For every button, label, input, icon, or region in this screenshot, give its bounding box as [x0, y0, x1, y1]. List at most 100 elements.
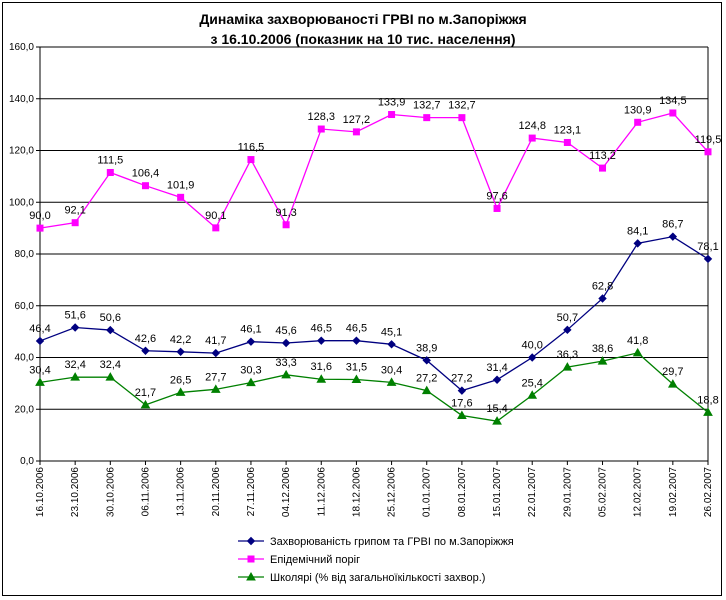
- x-tick-label: 20.11.2006: [211, 467, 222, 517]
- data-point: [527, 390, 538, 399]
- data-label: 46,1: [240, 324, 261, 336]
- data-point: [562, 362, 573, 371]
- data-point: [668, 232, 678, 241]
- data-label: 31,6: [311, 361, 332, 373]
- data-point: [71, 219, 79, 227]
- y-tick-label: 140,0: [9, 94, 34, 105]
- chart-subtitle: з 16.10.2006 (показник на 10 тис. населе…: [210, 31, 515, 47]
- data-point: [704, 148, 712, 156]
- x-tick-label: 04.12.2006: [281, 467, 292, 517]
- data-label: 45,1: [381, 326, 402, 338]
- legend-entry: Захворюваність грипом та ГРВІ по м.Запор…: [270, 536, 514, 548]
- data-point: [423, 114, 431, 122]
- data-point: [70, 372, 81, 381]
- data-point: [634, 118, 642, 126]
- x-tick-label: 19.02.2007: [668, 467, 679, 517]
- data-point: [317, 336, 326, 345]
- data-point: [246, 377, 256, 387]
- x-tick-label: 15.01.2007: [492, 467, 503, 517]
- series-line: [39, 112, 709, 229]
- data-point: [246, 337, 256, 346]
- grid: [40, 46, 708, 462]
- y-tick-label: 80,0: [15, 249, 35, 260]
- data-label: 130,9: [624, 104, 652, 116]
- data-label: 32,4: [100, 359, 121, 371]
- data-point: [70, 323, 80, 332]
- data-point: [176, 347, 185, 357]
- data-point: [246, 536, 256, 546]
- data-point: [599, 164, 607, 172]
- data-point: [141, 182, 149, 190]
- data-point: [632, 347, 643, 357]
- data-label: 101,9: [167, 179, 195, 191]
- data-point: [388, 111, 396, 119]
- data-label: 133,9: [378, 97, 406, 109]
- data-label: 97,6: [486, 190, 507, 202]
- data-point: [140, 399, 151, 409]
- data-point: [352, 336, 361, 345]
- data-label: 31,4: [486, 362, 507, 374]
- data-label: 46,5: [311, 323, 332, 335]
- data-label: 38,6: [592, 343, 613, 355]
- x-tick-label: 26.02.2007: [703, 467, 714, 517]
- data-label: 18,8: [697, 394, 718, 406]
- data-label: 90,0: [29, 210, 50, 222]
- data-label: 92,1: [64, 205, 85, 217]
- x-tick-label: 13.11.2006: [176, 467, 187, 517]
- data-point: [492, 416, 502, 425]
- y-tick-label: 40,0: [15, 353, 35, 364]
- data-label: 32,4: [64, 359, 85, 371]
- data-point: [563, 138, 571, 146]
- x-tick-label: 29.01.2007: [562, 467, 573, 517]
- data-label: 46,5: [346, 323, 367, 335]
- data-point: [458, 114, 466, 122]
- data-point: [387, 340, 396, 349]
- data-label: 119,5: [695, 134, 722, 146]
- chart-title: Динаміка захворюваності ГРВІ по м.Запорі…: [199, 11, 526, 27]
- data-point: [493, 204, 501, 212]
- data-label: 50,6: [100, 312, 121, 324]
- data-point: [106, 168, 114, 176]
- series-2: [35, 347, 713, 425]
- y-tick-label: 120,0: [9, 146, 34, 157]
- data-label: 25,4: [521, 377, 542, 389]
- data-point: [35, 377, 45, 386]
- data-point: [492, 375, 502, 384]
- data-label: 42,2: [170, 334, 191, 346]
- data-label: 30,3: [240, 365, 261, 377]
- legend-entry: Епідемічний поріг: [270, 554, 360, 566]
- data-label: 91,3: [275, 207, 296, 219]
- data-point: [105, 372, 116, 381]
- x-tick-label: 23.10.2006: [70, 467, 81, 517]
- data-point: [633, 239, 642, 248]
- data-label: 36,3: [557, 349, 578, 361]
- data-label: 15,4: [486, 403, 507, 415]
- data-label: 27,2: [416, 373, 437, 385]
- x-tick-label: 06.11.2006: [140, 467, 151, 517]
- data-label: 128,3: [307, 111, 335, 123]
- data-label: 40,0: [521, 340, 542, 352]
- data-label: 132,7: [448, 100, 476, 112]
- x-tick-label: 16.10.2006: [35, 467, 46, 517]
- data-label: 62,8: [592, 281, 613, 293]
- data-label: 31,5: [346, 361, 367, 373]
- y-tick-label: 0,0: [20, 456, 34, 467]
- data-label: 116,5: [238, 142, 265, 154]
- data-point: [597, 356, 608, 365]
- data-point: [563, 325, 572, 335]
- data-point: [281, 369, 291, 379]
- data-labels: 46,4 51,6 50,6 42,6 42,2 41,7 46,1 45,6 46,5 46,5…: [29, 95, 721, 415]
- x-tick-label: 18.12.2006: [351, 467, 362, 517]
- data-point: [210, 384, 221, 393]
- y-tick-label: 160,0: [9, 42, 34, 53]
- data-point: [457, 410, 467, 419]
- data-label: 113,2: [589, 150, 616, 162]
- data-label: 50,7: [557, 312, 578, 324]
- axes: 0,0 20,0 40,0 60,0 80,0 100,0 120,0 140,0 160,0 1…: [9, 42, 714, 517]
- data-point: [106, 325, 115, 335]
- data-point: [528, 353, 537, 362]
- x-tick-label: 22.01.2007: [527, 467, 538, 517]
- data-label: 134,5: [659, 95, 687, 107]
- data-label: 41,8: [627, 335, 648, 347]
- x-tick-label: 11.12.2006: [316, 467, 327, 517]
